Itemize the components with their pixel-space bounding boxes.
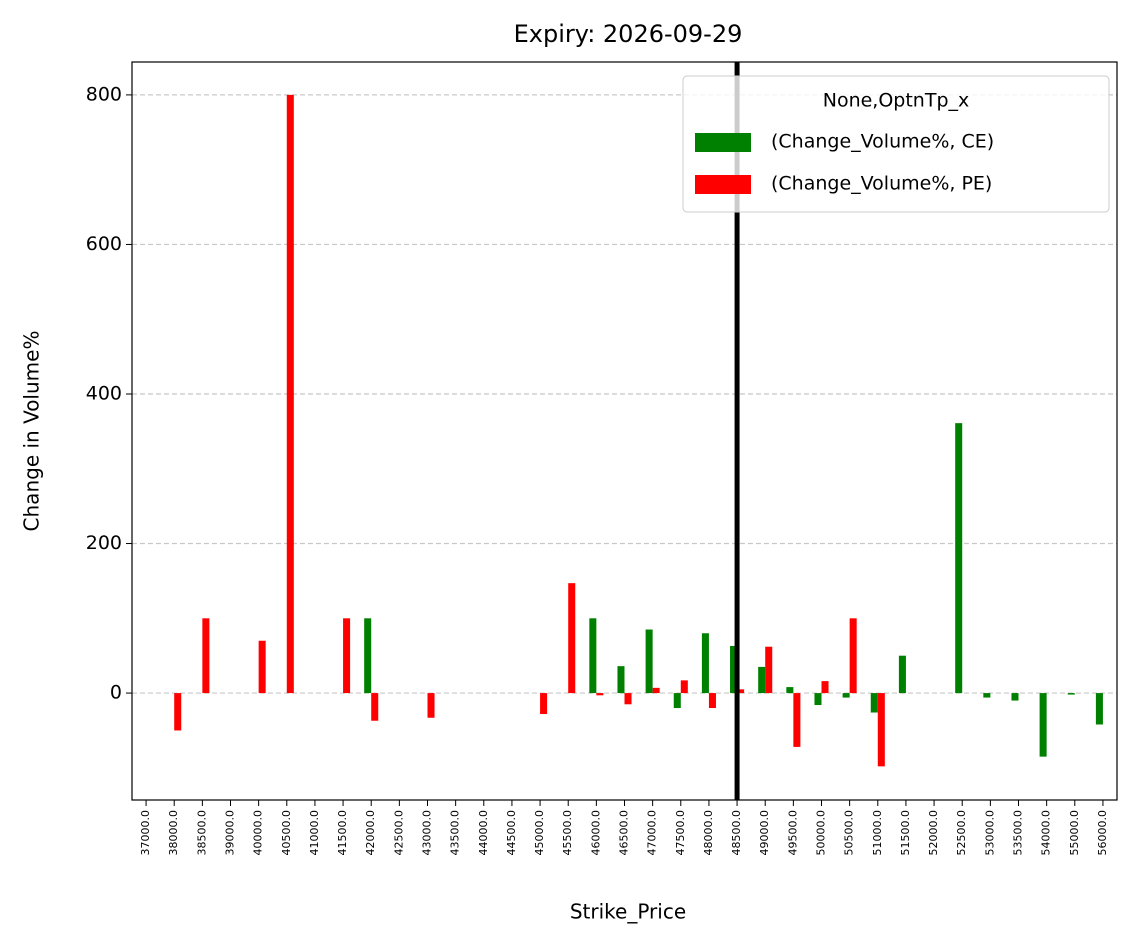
bar xyxy=(645,629,653,694)
y-tick-label: 400 xyxy=(86,382,122,404)
y-axis-label: Change in Volume% xyxy=(20,331,44,532)
bar xyxy=(1095,693,1103,725)
bar xyxy=(343,618,351,694)
x-tick-label: 55000.0 xyxy=(1068,810,1081,856)
x-tick-label: 56000.0 xyxy=(1096,810,1109,856)
legend-label: (Change_Volume%, CE) xyxy=(771,131,994,153)
x-tick-label: 49500.0 xyxy=(786,810,799,856)
bar xyxy=(814,693,822,706)
bar xyxy=(870,693,878,713)
bar xyxy=(765,646,773,694)
bar xyxy=(793,693,801,747)
bar xyxy=(652,687,660,694)
bar xyxy=(624,693,632,705)
bar xyxy=(849,618,857,694)
bar xyxy=(617,666,625,694)
legend-swatch xyxy=(695,175,751,194)
y-tick-label: 800 xyxy=(86,83,122,105)
x-tick-label: 40500.0 xyxy=(280,810,293,856)
x-tick-label: 39000.0 xyxy=(224,810,237,856)
legend-label: (Change_Volume%, PE) xyxy=(771,173,992,195)
x-axis-label: Strike_Price xyxy=(570,900,686,924)
x-tick-label: 50500.0 xyxy=(843,810,856,856)
x-tick-label: 38500.0 xyxy=(195,810,208,856)
bar xyxy=(364,618,372,694)
bar xyxy=(955,423,963,694)
x-tick-label: 41500.0 xyxy=(336,810,349,856)
bar xyxy=(596,693,604,696)
bar xyxy=(427,693,435,718)
y-tick-label: 0 xyxy=(110,682,122,704)
x-tick-label: 46000.0 xyxy=(589,810,602,856)
bar xyxy=(701,633,709,694)
x-tick-label: 52500.0 xyxy=(955,810,968,856)
x-tick-label: 43000.0 xyxy=(421,810,434,856)
bar xyxy=(1039,693,1047,757)
bar xyxy=(540,693,548,715)
y-tick-label: 600 xyxy=(86,233,122,255)
x-tick-label: 46500.0 xyxy=(618,810,631,856)
x-tick-label: 42500.0 xyxy=(392,810,405,856)
legend-title: None,OptnTp_x xyxy=(823,90,970,112)
bar xyxy=(786,687,794,694)
x-tick-label: 53500.0 xyxy=(1012,810,1025,856)
bar xyxy=(258,640,266,694)
x-tick-label: 38000.0 xyxy=(167,810,180,856)
x-tick-label: 42000.0 xyxy=(364,810,377,856)
x-tick-label: 45000.0 xyxy=(533,810,546,856)
bar xyxy=(174,693,182,731)
bar xyxy=(202,618,210,694)
plot-frame xyxy=(131,61,1118,801)
x-tick-label: 53000.0 xyxy=(983,810,996,856)
x-tick-label: 47500.0 xyxy=(674,810,687,856)
legend-box xyxy=(682,75,1110,213)
x-tick-label: 40000.0 xyxy=(252,810,265,856)
bar xyxy=(371,693,379,721)
bar xyxy=(286,94,294,694)
bar xyxy=(898,655,906,694)
bar xyxy=(680,680,688,694)
x-tick-label: 44000.0 xyxy=(477,810,490,856)
x-tick-label: 48500.0 xyxy=(730,810,743,856)
x-tick-label: 51000.0 xyxy=(871,810,884,856)
bar xyxy=(758,666,766,694)
bar xyxy=(842,693,850,698)
bar xyxy=(877,693,885,767)
x-tick-label: 45500.0 xyxy=(561,810,574,856)
bar xyxy=(1067,693,1075,695)
legend-swatch xyxy=(695,133,751,152)
x-tick-label: 47000.0 xyxy=(646,810,659,856)
x-tick-label: 54000.0 xyxy=(1040,810,1053,856)
x-tick-label: 51500.0 xyxy=(899,810,912,856)
x-tick-label: 50000.0 xyxy=(815,810,828,856)
x-tick-label: 44500.0 xyxy=(505,810,518,856)
bar xyxy=(821,681,829,694)
bar xyxy=(568,583,576,694)
bar xyxy=(589,618,597,694)
x-tick-label: 43500.0 xyxy=(449,810,462,856)
x-tick-label: 49000.0 xyxy=(758,810,771,856)
chart-title: Expiry: 2026-09-29 xyxy=(514,20,743,48)
bar xyxy=(673,693,681,709)
y-tick-label: 200 xyxy=(86,532,122,554)
x-tick-label: 48000.0 xyxy=(702,810,715,856)
x-tick-label: 41000.0 xyxy=(308,810,321,856)
bar xyxy=(737,689,745,694)
bar xyxy=(983,693,991,698)
bar xyxy=(708,693,716,709)
bar xyxy=(1011,693,1019,701)
x-tick-label: 52000.0 xyxy=(927,810,940,856)
bar xyxy=(730,645,738,694)
x-tick-label: 37000.0 xyxy=(139,810,152,856)
